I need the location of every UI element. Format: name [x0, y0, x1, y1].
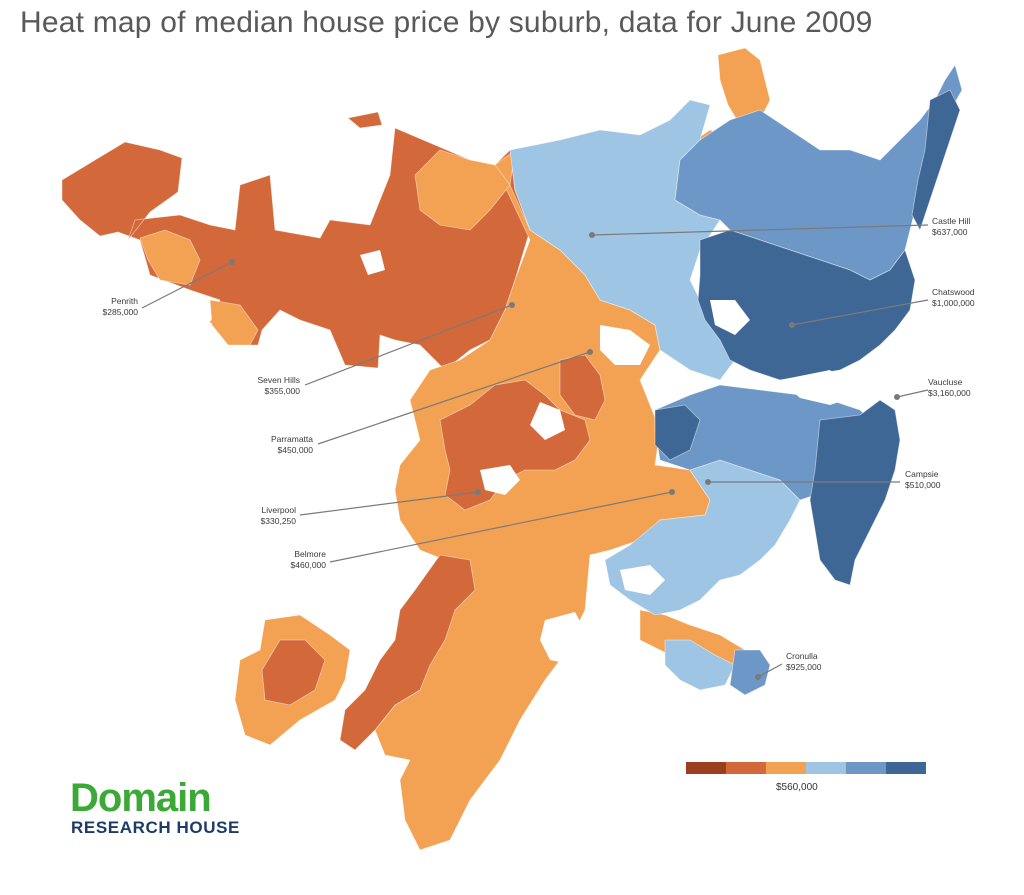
label-name: Liverpool — [262, 505, 297, 515]
region-darkblue-west — [654, 404, 701, 461]
leader-vaucluse — [896, 389, 929, 398]
dot-chatswood — [789, 322, 795, 328]
label-vaucluse: Vaucluse $3,160,000 — [928, 377, 971, 398]
label-name: Penrith — [111, 296, 138, 306]
label-price: $510,000 — [905, 480, 941, 490]
region-darkblue-northcoast — [911, 89, 961, 232]
label-price: $355,000 — [265, 386, 301, 396]
dot-belmore — [669, 489, 675, 495]
label-price: $285,000 — [103, 307, 139, 317]
label-price: $3,160,000 — [928, 388, 971, 398]
dot-cronulla — [755, 674, 761, 680]
region-west-top — [347, 111, 383, 129]
leader-seven-hills — [304, 304, 513, 386]
leader-penrith — [141, 261, 233, 309]
label-price: $330,250 — [261, 516, 297, 526]
label-price: $637,000 — [932, 227, 968, 237]
label-price: $460,000 — [291, 560, 327, 570]
label-parramatta: Parramatta $450,000 — [271, 434, 313, 455]
leader-cronulla — [757, 663, 783, 678]
dot-campsie — [705, 479, 711, 485]
region-southwest-dark — [261, 639, 326, 706]
dot-vaucluse — [894, 394, 900, 400]
dot-castle-hill — [589, 232, 595, 238]
legend-swatch-6 — [886, 762, 926, 774]
dot-seven-hills — [509, 302, 515, 308]
label-price: $450,000 — [278, 445, 314, 455]
label-liverpool: Liverpool $330,250 — [261, 505, 297, 526]
leader-belmore — [329, 491, 673, 563]
legend-swatch-1 — [686, 762, 726, 774]
label-penrith: Penrith $285,000 — [103, 296, 139, 317]
region-darkblue-east — [809, 399, 901, 586]
label-seven-hills: Seven Hills $355,000 — [257, 375, 300, 396]
label-castle-hill: Castle Hill $637,000 — [932, 216, 970, 237]
label-name: Castle Hill — [932, 216, 970, 226]
label-name: Vaucluse — [928, 377, 963, 387]
dot-penrith — [229, 259, 235, 265]
label-chatswood: Chatswood $1,000,000 — [932, 287, 975, 308]
leader-chatswood — [791, 299, 929, 326]
region-midblue-cronulla — [729, 649, 771, 696]
label-name: Seven Hills — [257, 375, 300, 385]
label-name: Campsie — [905, 469, 939, 479]
white-gaps — [360, 250, 860, 665]
label-name: Parramatta — [271, 434, 313, 444]
label-cronulla: Cronulla $925,000 — [786, 651, 822, 672]
label-price: $925,000 — [786, 662, 822, 672]
region-penrith-light-2 — [209, 299, 259, 346]
region-darkblue-north — [697, 229, 916, 381]
dot-liverpool — [475, 489, 481, 495]
leader-castle-hill — [591, 224, 929, 236]
leader-parramatta — [317, 351, 591, 445]
label-name: Belmore — [294, 549, 326, 559]
legend-midpoint-label: $560,000 — [776, 782, 818, 793]
region-lightblue-cronulla — [664, 639, 736, 691]
region-parramatta-dark — [559, 354, 606, 421]
region-penrith-light — [139, 229, 201, 286]
label-campsie: Campsie $510,000 — [905, 469, 941, 490]
leader-liverpool — [299, 491, 479, 516]
dot-parramatta — [587, 349, 593, 355]
legend-swatch-4 — [806, 762, 846, 774]
legend-color-scale — [686, 762, 926, 774]
label-name: Chatswood — [932, 287, 975, 297]
label-name: Cronulla — [786, 651, 818, 661]
label-belmore: Belmore $460,000 — [291, 549, 327, 570]
suburb-labels: Penrith $285,000 Seven Hills $355,000 Pa… — [103, 216, 975, 672]
suburb-regions — [61, 47, 963, 851]
legend-swatch-3 — [766, 762, 806, 774]
legend-swatch-2 — [726, 762, 766, 774]
leader-lines — [141, 224, 929, 678]
domain-logo: Domain — [70, 776, 212, 820]
legend-swatch-5 — [846, 762, 886, 774]
region-south-dark — [339, 554, 476, 751]
marker-dots — [229, 232, 900, 680]
research-house-logo: RESEARCH HOUSE — [71, 818, 240, 837]
map-title: Heat map of median house price by suburb… — [20, 6, 873, 39]
region-central-north — [414, 149, 511, 231]
label-price: $1,000,000 — [932, 298, 975, 308]
